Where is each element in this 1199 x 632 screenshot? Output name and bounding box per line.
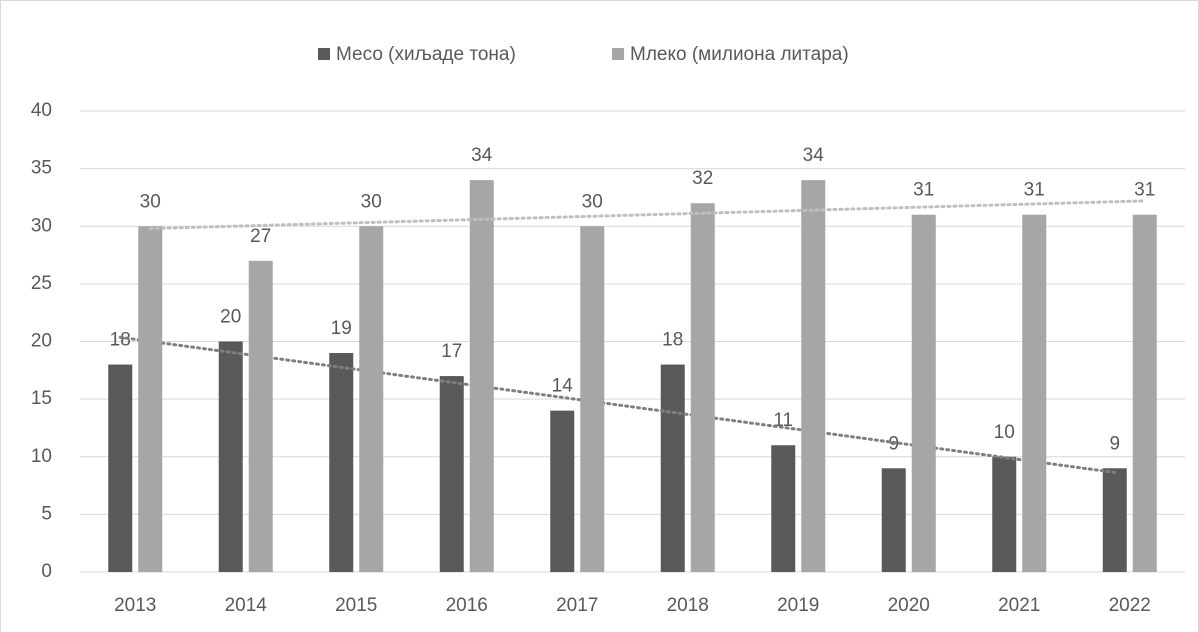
x-tick-label: 2017 (556, 595, 598, 616)
data-label: 18 (110, 330, 131, 351)
x-tick-label: 2014 (225, 595, 268, 616)
bar (138, 226, 163, 572)
bar (1102, 468, 1127, 572)
data-label: 30 (140, 191, 161, 212)
data-label: 20 (220, 307, 241, 328)
data-label: 17 (441, 341, 462, 362)
bar (771, 445, 796, 572)
bar (690, 203, 715, 572)
data-label: 14 (552, 376, 574, 397)
y-tick-label: 15 (31, 388, 52, 409)
bar (218, 341, 243, 572)
x-tick-label: 2015 (335, 595, 377, 616)
y-tick-label: 20 (31, 331, 52, 352)
y-tick-label: 10 (31, 446, 52, 467)
data-label: 31 (1024, 180, 1045, 201)
data-label: 32 (692, 168, 713, 189)
y-tick-label: 40 (31, 100, 52, 121)
data-label: 31 (1134, 180, 1155, 201)
trendline (118, 335, 1117, 474)
bar (801, 180, 826, 572)
y-tick-label: 30 (31, 215, 52, 236)
bar (881, 468, 906, 572)
bar (469, 180, 494, 572)
bar (660, 364, 685, 572)
x-tick-label: 2022 (1109, 595, 1151, 616)
bar (439, 376, 464, 572)
x-tick-label: 2018 (667, 595, 709, 616)
y-tick-label: 0 (41, 561, 52, 582)
bar (992, 456, 1017, 572)
bar (580, 226, 605, 572)
data-label: 10 (994, 422, 1015, 443)
y-tick-label: 5 (41, 503, 52, 524)
bar (1022, 214, 1047, 572)
data-label: 34 (471, 145, 493, 166)
legend-label: Млеко (милиона литара) (630, 44, 849, 65)
legend-swatch (318, 48, 330, 60)
x-tick-label: 2013 (114, 595, 156, 616)
data-label: 19 (331, 318, 352, 339)
y-tick-label: 35 (31, 158, 52, 179)
y-tick-label: 25 (31, 273, 52, 294)
bar (108, 364, 133, 572)
bar (248, 260, 273, 572)
data-label: 27 (250, 226, 271, 247)
x-tick-label: 2021 (998, 595, 1040, 616)
data-label: 9 (1109, 433, 1120, 454)
bar (1132, 214, 1157, 572)
x-tick-label: 2020 (888, 595, 930, 616)
legend-label: Месо (хиљаде тона) (336, 44, 516, 65)
trendline (148, 199, 1147, 231)
bar (329, 353, 354, 572)
data-label: 30 (361, 191, 382, 212)
x-tick-label: 2016 (446, 595, 488, 616)
x-tick-label: 2019 (777, 595, 819, 616)
data-label: 34 (803, 145, 825, 166)
bar (911, 214, 936, 572)
data-label: 11 (773, 410, 793, 431)
data-label: 31 (913, 180, 934, 201)
data-label: 18 (662, 330, 683, 351)
bar (550, 410, 575, 572)
legend-swatch (612, 48, 624, 60)
data-label: 30 (582, 191, 603, 212)
bar (359, 226, 384, 572)
